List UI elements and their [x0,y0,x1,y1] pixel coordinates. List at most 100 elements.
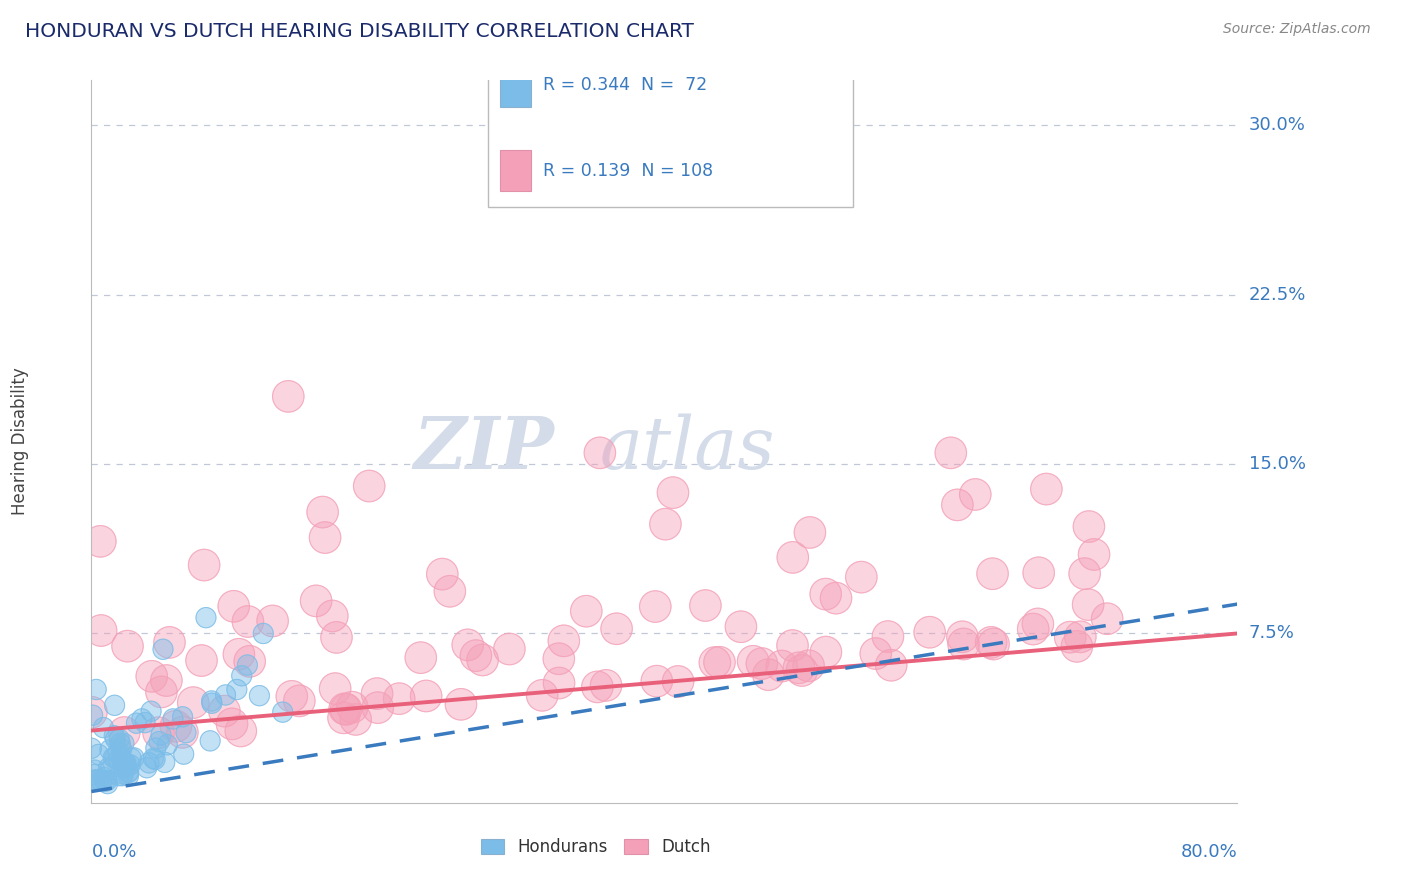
Ellipse shape [202,693,222,714]
Ellipse shape [86,770,105,790]
Ellipse shape [794,516,825,549]
Ellipse shape [451,629,484,661]
Ellipse shape [467,644,498,676]
Ellipse shape [316,600,349,632]
Ellipse shape [737,646,769,677]
Ellipse shape [93,717,114,738]
Ellipse shape [149,731,169,752]
Text: 80.0%: 80.0% [1181,844,1237,862]
Ellipse shape [86,680,107,699]
Ellipse shape [257,605,288,637]
Ellipse shape [330,694,361,725]
Legend: Hondurans, Dutch: Hondurans, Dutch [474,831,717,863]
Ellipse shape [118,766,139,786]
Ellipse shape [105,729,125,749]
FancyBboxPatch shape [499,67,531,107]
Text: 30.0%: 30.0% [1249,117,1306,135]
Ellipse shape [139,753,159,773]
Ellipse shape [112,757,134,777]
Ellipse shape [120,755,141,775]
Ellipse shape [82,738,101,758]
Ellipse shape [571,595,602,627]
Ellipse shape [117,757,136,777]
Ellipse shape [336,691,368,723]
Ellipse shape [253,624,273,644]
Text: 15.0%: 15.0% [1249,455,1306,473]
Ellipse shape [820,582,852,614]
FancyBboxPatch shape [499,150,531,191]
Ellipse shape [434,575,465,607]
Ellipse shape [84,760,105,780]
Ellipse shape [284,685,315,716]
Ellipse shape [976,626,1007,658]
Ellipse shape [118,762,139,782]
Ellipse shape [1064,621,1097,653]
Ellipse shape [153,639,173,659]
Ellipse shape [110,733,131,754]
Ellipse shape [146,738,166,758]
Ellipse shape [446,689,477,720]
Ellipse shape [641,665,672,697]
Ellipse shape [273,381,304,412]
Ellipse shape [321,622,353,653]
Ellipse shape [1024,557,1054,589]
Ellipse shape [135,713,155,732]
Ellipse shape [97,771,117,790]
Ellipse shape [845,561,877,593]
Text: R = 0.139  N = 108: R = 0.139 N = 108 [543,161,713,179]
Ellipse shape [914,616,945,648]
Ellipse shape [173,706,193,727]
Ellipse shape [127,713,146,733]
Ellipse shape [977,558,1008,590]
Ellipse shape [1031,474,1062,505]
Ellipse shape [543,667,575,698]
Ellipse shape [276,681,308,712]
Ellipse shape [217,708,247,739]
Ellipse shape [766,650,797,681]
Ellipse shape [218,591,249,622]
Ellipse shape [946,621,979,653]
Ellipse shape [600,613,633,645]
Ellipse shape [94,767,114,788]
Ellipse shape [225,715,256,747]
Ellipse shape [1073,511,1105,542]
Ellipse shape [111,739,132,759]
Ellipse shape [132,709,152,729]
Ellipse shape [1091,603,1123,634]
Ellipse shape [361,678,392,709]
Ellipse shape [319,673,352,705]
Ellipse shape [662,665,693,698]
Ellipse shape [110,729,129,749]
Ellipse shape [108,750,128,771]
Ellipse shape [176,723,195,743]
Ellipse shape [117,753,136,773]
Text: 0.0%: 0.0% [91,844,136,862]
Ellipse shape [157,735,177,755]
Ellipse shape [233,646,266,677]
Ellipse shape [363,692,394,723]
Ellipse shape [104,747,125,768]
Ellipse shape [942,489,973,521]
Ellipse shape [200,731,221,751]
Ellipse shape [776,630,808,661]
Ellipse shape [405,642,436,673]
Ellipse shape [232,606,264,637]
Ellipse shape [174,744,194,764]
Ellipse shape [583,437,616,468]
Ellipse shape [1062,631,1092,662]
Ellipse shape [747,648,778,680]
Ellipse shape [177,687,209,718]
Ellipse shape [150,725,172,745]
Ellipse shape [121,748,141,769]
Ellipse shape [141,701,162,722]
Ellipse shape [195,607,217,628]
Ellipse shape [657,477,689,508]
Ellipse shape [76,697,107,728]
Ellipse shape [91,771,111,791]
Ellipse shape [959,479,991,510]
Ellipse shape [124,747,143,768]
Ellipse shape [690,590,721,622]
Ellipse shape [143,748,163,769]
Ellipse shape [706,166,737,198]
Ellipse shape [309,522,340,553]
